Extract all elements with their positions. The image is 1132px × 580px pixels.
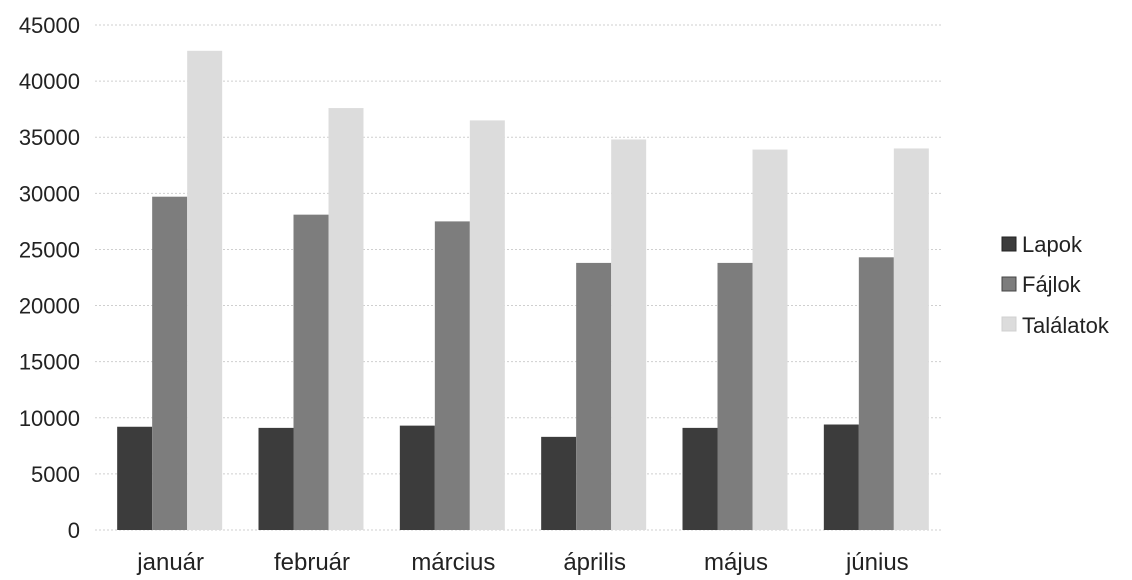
bar-találatok-0 <box>187 50 223 531</box>
x-category-label: február <box>274 549 350 576</box>
y-tick-label: 45000 <box>19 13 80 38</box>
bar-fájlok-2 <box>434 221 470 530</box>
legend-label-talalatok: Találatok <box>1022 313 1110 338</box>
y-axis-ticks: 0 5000 10000 15000 20000 25000 30000 35000 40000… <box>19 13 80 543</box>
bar-lapok-0 <box>117 426 153 530</box>
y-tick-label: 35000 <box>19 125 80 150</box>
bar-fájlok-0 <box>152 196 188 530</box>
bar-találatok-1 <box>328 108 364 531</box>
bar-találatok-5 <box>893 148 929 530</box>
y-tick-label: 20000 <box>19 294 80 319</box>
bars <box>117 50 929 531</box>
bar-fájlok-4 <box>717 262 753 530</box>
bar-lapok-1 <box>258 427 294 530</box>
y-tick-label: 5000 <box>31 462 80 487</box>
x-category-label: január <box>136 549 204 576</box>
legend-label-lapok: Lapok <box>1022 232 1083 257</box>
bar-találatok-4 <box>752 149 788 531</box>
legend-swatch-lapok <box>1001 236 1017 252</box>
gridlines <box>95 24 943 531</box>
bar-lapok-5 <box>823 424 859 530</box>
y-tick-label: 40000 <box>19 69 80 94</box>
y-tick-label: 10000 <box>19 406 80 431</box>
legend-label-fajlok: Fájlok <box>1022 272 1082 297</box>
bar-fájlok-1 <box>293 214 329 530</box>
x-axis-categories: január február március április május június <box>136 549 908 576</box>
bar-találatok-2 <box>469 120 505 530</box>
y-tick-label: 25000 <box>19 237 80 262</box>
legend-swatch-fajlok <box>1001 276 1017 292</box>
y-tick-label: 30000 <box>19 181 80 206</box>
bar-lapok-3 <box>541 436 577 530</box>
x-category-label: május <box>704 549 768 576</box>
x-category-label: június <box>845 549 909 576</box>
x-category-label: április <box>563 549 626 576</box>
bar-találatok-3 <box>611 139 647 530</box>
x-category-label: március <box>411 549 495 576</box>
bar-fájlok-5 <box>858 257 894 530</box>
y-tick-label: 0 <box>68 518 80 543</box>
legend: Lapok Fájlok Találatok <box>1001 232 1110 338</box>
bar-lapok-4 <box>682 427 718 530</box>
bar-lapok-2 <box>399 425 435 530</box>
bar-fájlok-3 <box>576 262 612 530</box>
y-tick-label: 15000 <box>19 350 80 375</box>
legend-swatch-talalatok <box>1001 316 1017 332</box>
